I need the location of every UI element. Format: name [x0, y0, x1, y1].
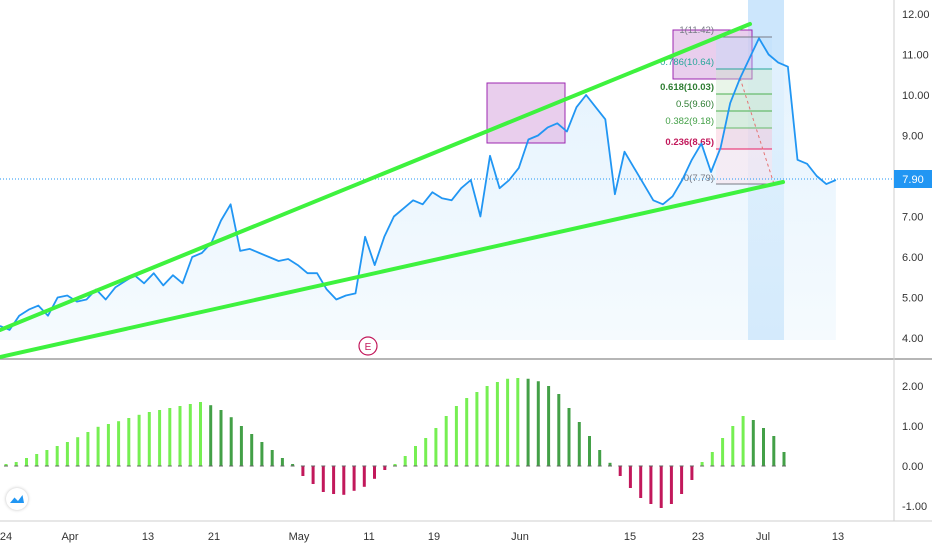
earnings-marker[interactable]: E: [358, 336, 378, 356]
upper-trend-line[interactable]: [0, 22, 752, 332]
lower-trend-line[interactable]: [0, 180, 785, 359]
time-axis-tick: 24: [0, 531, 12, 543]
price-axis-tick: 7.00: [902, 212, 923, 224]
oscillator-axis-tick: 2.00: [902, 381, 923, 393]
time-axis-tick: Jul: [756, 531, 770, 543]
time-axis-tick: 15: [624, 531, 636, 543]
oscillator-axis-tick: -1.00: [902, 501, 927, 513]
fib-label: 1(11.42): [679, 25, 714, 36]
time-axis-tick: Jun: [511, 531, 529, 543]
fib-label: 0.236(8.65): [665, 137, 714, 148]
price-axis-tick: 5.00: [902, 293, 923, 305]
time-axis-tick: 19: [428, 531, 440, 543]
oscillator-axis-tick: 1.00: [902, 421, 923, 433]
fib-label: 0(7.79): [684, 173, 714, 184]
oscillator-axis[interactable]: 2.00 1.00 0.00 -1.00: [902, 381, 927, 513]
earnings-marker-label: E: [365, 342, 372, 353]
price-series-line[interactable]: [0, 37, 837, 331]
price-axis-tick: 6.00: [902, 252, 923, 264]
time-axis-tick: 13: [142, 531, 154, 543]
rectangle-drawing[interactable]: [486, 82, 566, 144]
price-axis-tick: 9.00: [902, 131, 923, 143]
price-axis-tick: 11.00: [902, 50, 929, 62]
price-area: [0, 38, 836, 341]
time-axis-tick: 23: [692, 531, 704, 543]
oscillator-axis-tick: 0.00: [902, 461, 923, 473]
time-axis-tick: May: [289, 531, 310, 543]
price-area-fill: [0, 38, 836, 341]
current-price-label: 7.90: [894, 170, 932, 188]
time-axis-tick: Apr: [61, 531, 78, 543]
fib-label: 0.786(10.64): [660, 57, 714, 68]
tradingview-logo-icon[interactable]: [6, 488, 28, 510]
fib-label: 0.5(9.60): [676, 99, 714, 110]
price-line[interactable]: [0, 37, 837, 331]
time-axis[interactable]: 24 Apr 13 21 May 11 19 Jun 15 23 Jul 13: [0, 531, 844, 543]
price-axis-tick: 4.00: [902, 333, 923, 345]
fib-label: 0.618(10.03): [660, 82, 714, 93]
price-axis-tick: 12.00: [902, 9, 930, 21]
oscillator-histogram[interactable]: [4, 378, 786, 508]
time-axis-tick: 11: [363, 531, 374, 543]
price-axis-tick: 10.00: [902, 90, 930, 102]
current-price-value: 7.90: [902, 174, 923, 186]
fib-label: 0.382(9.18): [665, 116, 714, 127]
time-axis-tick: 13: [832, 531, 844, 543]
fib-retracement[interactable]: 1(11.42) 0.786(10.64) 0.618(10.03) 0.5(9…: [660, 25, 775, 185]
time-axis-tick: 21: [208, 531, 220, 543]
